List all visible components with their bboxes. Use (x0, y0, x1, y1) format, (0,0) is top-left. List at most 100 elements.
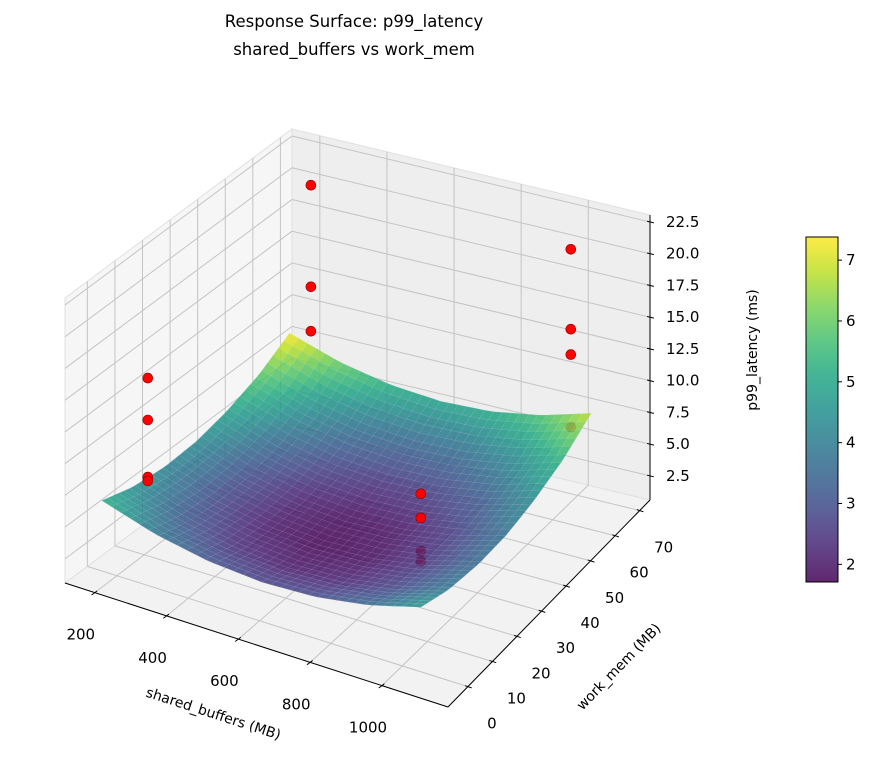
surface-mesh-line (275, 456, 291, 467)
surface-mesh-line (349, 471, 365, 482)
surface-mesh-line (315, 571, 331, 578)
surface-mesh-line (186, 546, 202, 555)
surface-mesh-line (244, 430, 261, 443)
z-tick (646, 442, 655, 446)
surface-mesh-line (447, 412, 463, 423)
surface-mesh-line (414, 473, 430, 483)
surface-mesh-line (374, 454, 390, 466)
surface-mesh-line (175, 479, 191, 489)
surface-mesh-line (538, 446, 554, 456)
surface-mesh-line (359, 596, 376, 602)
surface-mesh-line (548, 430, 564, 440)
surface-mesh-line (324, 397, 340, 411)
surface-mesh-line (542, 454, 558, 464)
surface-mesh-line (290, 409, 306, 422)
surface-mesh-line (318, 450, 334, 463)
surface-mesh-line (259, 430, 275, 443)
z-gridline (64, 262, 293, 433)
surface-mesh-line (267, 355, 283, 369)
surface-mesh-line (315, 393, 331, 407)
z-tick-label: 10.0 (666, 372, 699, 390)
surface-mesh-line (392, 460, 408, 471)
surface-mesh-line (390, 386, 406, 398)
surface-mesh-line (514, 413, 530, 423)
surface-mesh-line (444, 448, 460, 458)
surface-mesh-line (427, 532, 443, 540)
surface-mesh-line (490, 490, 506, 499)
surface-mesh-line (288, 552, 305, 561)
surface-mesh-line (472, 535, 489, 541)
surface-mesh-line (335, 555, 352, 563)
surface-mesh-line (308, 548, 324, 556)
surface-mesh-line (298, 414, 315, 426)
surface-mesh-line (473, 418, 489, 429)
surface-mesh-line (333, 401, 349, 415)
surface-mesh-line (460, 516, 477, 524)
surface-mesh-line (290, 496, 306, 506)
z-tick-label: 20.0 (666, 245, 699, 263)
surface-mesh-line (504, 483, 520, 492)
surface-mesh-line (138, 491, 155, 501)
surface-mesh-line (280, 450, 297, 462)
surface-mesh-line (319, 491, 335, 502)
surface-mesh-line (372, 428, 388, 440)
surface-mesh-line (383, 595, 400, 600)
surface-mesh-line (531, 483, 547, 491)
surface-mesh-line (460, 466, 476, 475)
surface-mesh-line (465, 459, 481, 469)
surface-mesh-line (382, 511, 399, 520)
surface-mesh-line (299, 499, 315, 509)
surface-mesh-line (392, 415, 408, 428)
surface-mesh-line (116, 501, 133, 511)
surface-mesh-line (385, 532, 401, 540)
surface-mesh-line (345, 558, 361, 566)
surface-mesh-line (254, 515, 270, 525)
surface-mesh-line (451, 465, 467, 474)
surface-mesh-line (399, 529, 416, 536)
surface-mesh-line (381, 383, 397, 395)
x-tick-label: 1000 (349, 719, 387, 737)
surface-mesh-line (340, 562, 356, 570)
z-gridline (291, 230, 651, 318)
surface-mesh-line (327, 455, 344, 466)
surface-mesh-line (405, 563, 422, 570)
surface-mesh-line (288, 427, 304, 439)
surface-mesh-line (409, 421, 425, 434)
surface-mesh-line (504, 429, 520, 440)
surface-mesh-line (482, 476, 498, 485)
surface-mesh-line (441, 479, 457, 488)
surface-mesh-line (293, 421, 309, 433)
surface-mesh-line (151, 471, 168, 482)
surface-mesh-line (184, 484, 201, 495)
surface-mesh-line (443, 501, 459, 509)
surface-mesh-line (213, 487, 230, 498)
surface-mesh-line (455, 569, 472, 575)
surface-mesh-line (273, 428, 289, 442)
surface-mesh-line (374, 587, 391, 593)
surface-mesh-line (456, 560, 473, 567)
surface-mesh-line (285, 500, 301, 510)
surface-mesh-line (371, 573, 388, 579)
surface-mesh-line (261, 362, 277, 377)
surface-mesh-line (142, 499, 159, 509)
surface-mesh-line (204, 481, 221, 493)
surface-mesh-line (344, 477, 360, 488)
surface-mesh-line (524, 455, 540, 464)
surface-mesh-line (232, 567, 249, 575)
surface-mesh-line (272, 347, 288, 362)
surface-mesh-line (352, 390, 368, 404)
surface-mesh-line (342, 578, 359, 584)
surface-mesh-line (455, 414, 471, 425)
surface-mesh-line (271, 573, 288, 579)
surface-mesh-line (406, 410, 422, 423)
surface-mesh-line (317, 373, 333, 387)
surface-mesh-line (458, 442, 474, 453)
surface-mesh-line (248, 395, 264, 408)
surface-mesh-line (486, 540, 502, 546)
surface-mesh-line (270, 581, 287, 588)
surface-mesh-line (320, 477, 337, 487)
surface-mesh-line (367, 477, 383, 488)
surface-mesh-line (286, 444, 302, 456)
surface-mesh-line (250, 506, 267, 516)
surface-mesh-line (466, 550, 483, 557)
